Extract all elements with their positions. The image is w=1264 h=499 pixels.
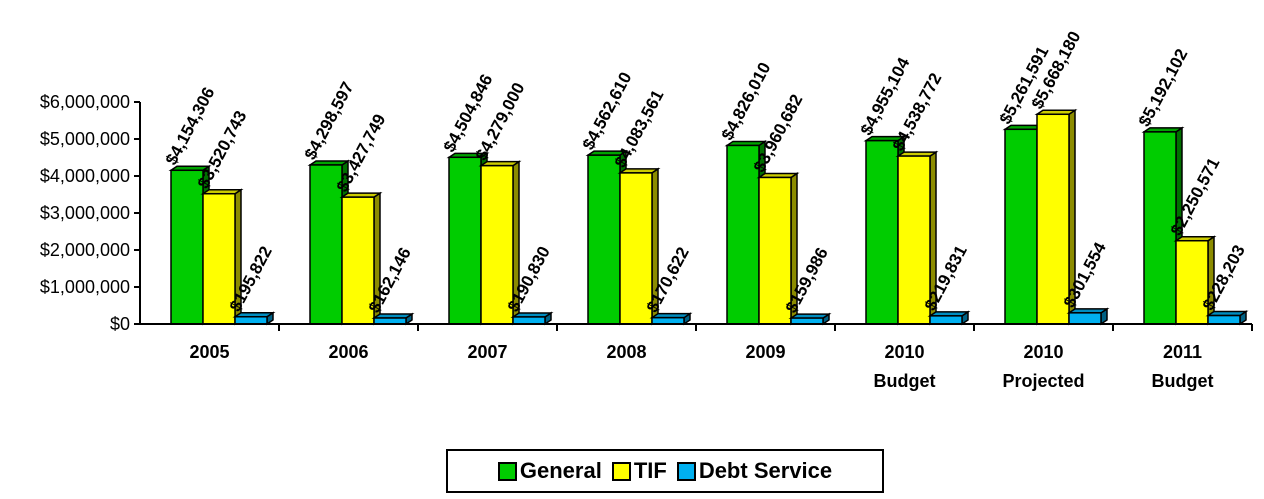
legend-label-general: General bbox=[519, 458, 602, 483]
y-tick-label: $2,000,000 bbox=[40, 240, 130, 260]
legend-item-tif: TIF bbox=[611, 458, 667, 484]
data-label-tif: $3,427,749 bbox=[333, 111, 390, 195]
bar-general bbox=[170, 169, 204, 325]
x-category-label: 2005 bbox=[189, 342, 229, 362]
bar-tif bbox=[1175, 239, 1209, 325]
x-category-label: 2007 bbox=[467, 342, 507, 362]
bar-debt-service bbox=[234, 316, 268, 325]
legend-item-debt-service: Debt Service bbox=[676, 458, 833, 484]
legend-label-tif: TIF bbox=[633, 458, 667, 483]
y-tick-label: $6,000,000 bbox=[40, 92, 130, 112]
bar-tif bbox=[202, 192, 236, 325]
bar-tif bbox=[341, 196, 375, 325]
legend-swatch-tif bbox=[611, 461, 631, 481]
bar-general bbox=[587, 154, 621, 325]
bar-general bbox=[1004, 128, 1038, 325]
y-tick-label: $1,000,000 bbox=[40, 277, 130, 297]
bar-debt-service bbox=[1068, 312, 1102, 325]
x-category-label: 2010 Budget bbox=[874, 342, 936, 391]
bars bbox=[168, 108, 1249, 326]
x-category-label: 2009 bbox=[745, 342, 785, 362]
legend-label-debt-service: Debt Service bbox=[698, 458, 833, 483]
data-label-tif: $3,960,682 bbox=[750, 91, 807, 175]
y-tick-label: $5,000,000 bbox=[40, 129, 130, 149]
x-category-label: 2010 Projected bbox=[1002, 342, 1084, 391]
data-label-general: $4,826,010 bbox=[718, 59, 775, 143]
legend-swatch-debt-service bbox=[676, 461, 696, 481]
bar-chart: $0 $1,000,000 $2,000,000 $3,000,000 $4,000,0… bbox=[40, 28, 1253, 391]
bar-general bbox=[309, 164, 343, 325]
legend: General TIF Debt Service bbox=[446, 449, 884, 493]
bar-debt-service bbox=[929, 315, 963, 325]
bar-general bbox=[865, 139, 899, 325]
data-label-general: $4,298,597 bbox=[301, 79, 358, 163]
bar-debt-service bbox=[512, 316, 546, 325]
x-axis: 2005 2006 2007 2008 2009 2010 Budget 2010 Projec… bbox=[140, 323, 1253, 391]
bar-tif bbox=[619, 172, 653, 325]
bar-tif bbox=[480, 164, 514, 325]
y-tick-label: $4,000,000 bbox=[40, 166, 130, 186]
data-label-general: $5,192,102 bbox=[1135, 46, 1192, 130]
y-axis: $0 $1,000,000 $2,000,000 $3,000,000 $4,000,0… bbox=[40, 92, 141, 334]
bar-general bbox=[726, 144, 760, 325]
bar-general bbox=[448, 156, 482, 325]
y-tick-label: $0 bbox=[110, 314, 130, 334]
legend-swatch-general bbox=[497, 461, 517, 481]
legend-item-general: General bbox=[497, 458, 602, 484]
x-category-label: 2008 bbox=[606, 342, 646, 362]
bar-tif bbox=[897, 155, 931, 325]
x-category-label: 2006 bbox=[328, 342, 368, 362]
x-category-label: 2011 Budget bbox=[1152, 342, 1214, 391]
y-tick-label: $3,000,000 bbox=[40, 203, 130, 223]
bar-debt-service bbox=[1207, 314, 1241, 325]
bar-general bbox=[1143, 131, 1177, 325]
bar-tif bbox=[758, 176, 792, 325]
bar-tif bbox=[1036, 113, 1070, 325]
